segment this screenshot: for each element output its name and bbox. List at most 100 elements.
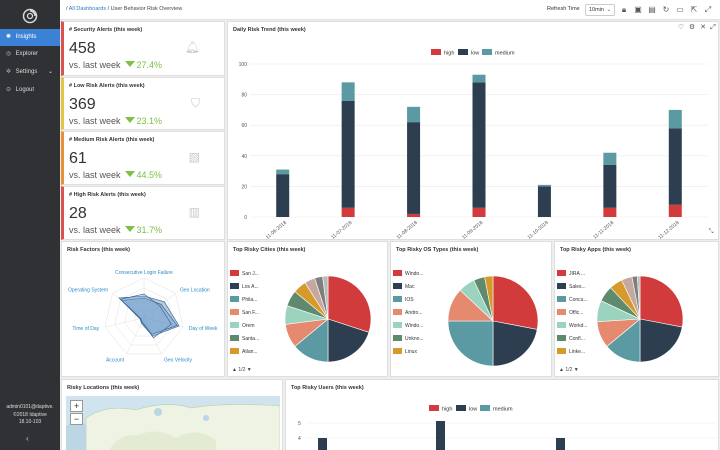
legend-item[interactable]: Linux	[393, 348, 453, 355]
bar-segment-high[interactable]	[668, 204, 682, 217]
legend-swatch-high	[429, 405, 439, 411]
fullscreen-icon[interactable]: ⤢	[704, 5, 712, 14]
bar-segment-high[interactable]	[341, 207, 355, 217]
bar-segment-medium[interactable]	[537, 184, 551, 187]
down-arrow-icon	[124, 171, 135, 177]
legend-item[interactable]: Santa...	[230, 335, 290, 342]
heart-icon[interactable]: ♡	[677, 24, 685, 31]
lock-icon[interactable]: 🔒︎	[621, 5, 627, 14]
bar-segment-low[interactable]	[472, 82, 486, 208]
legend-item[interactable]: Orem	[230, 322, 290, 329]
bar-segment-low[interactable]	[276, 174, 290, 217]
pie-slice[interactable]	[447, 320, 494, 367]
page-down-icon[interactable]: ▼	[246, 367, 252, 373]
legend-label: Phila...	[242, 297, 258, 303]
expand-icon[interactable]: ⤢	[710, 24, 716, 31]
bar-segment-medium[interactable]	[407, 106, 421, 123]
page-up-icon[interactable]: ▲	[559, 367, 564, 373]
legend-item[interactable]: Unkno...	[393, 335, 453, 342]
top-risky-users-chart: high low medium 5 4	[298, 405, 716, 450]
save-icon[interactable]: ▣	[634, 5, 642, 14]
y-tick-label: 0	[244, 215, 247, 221]
bar-segment-low[interactable]	[537, 186, 551, 217]
bar-segment-medium[interactable]	[603, 152, 617, 165]
bar-segment-high[interactable]	[407, 213, 421, 217]
bar-segment-medium[interactable]	[341, 82, 355, 101]
pie-slice[interactable]	[639, 318, 683, 363]
pie-slice[interactable]	[322, 275, 329, 320]
refresh-time-select[interactable]: 10min ⌄	[585, 4, 615, 16]
legend-item[interactable]: San J...	[230, 270, 290, 277]
close-icon[interactable]: ✕	[700, 24, 706, 31]
bar-segment-high[interactable]	[603, 207, 617, 217]
pie-slice[interactable]	[484, 275, 494, 322]
pie-slice[interactable]	[639, 275, 684, 328]
resize-handle-icon[interactable]: ⤡	[708, 229, 714, 235]
legend-item[interactable]: Workd...	[557, 322, 617, 329]
sidebar-item-insights[interactable]: ✺ Insights	[0, 29, 60, 46]
zoom-in-button[interactable]: +	[70, 400, 83, 412]
refresh-icon[interactable]: ↻	[662, 5, 670, 14]
page-down-icon[interactable]: ▼	[573, 367, 579, 373]
y-tick-label: 80	[241, 93, 247, 99]
bar-segment-low[interactable]	[341, 100, 355, 208]
legend-item[interactable]: Los A...	[230, 283, 290, 290]
kpi-vs-label: vs. last week	[69, 170, 121, 180]
legend-item[interactable]: Windo...	[393, 322, 453, 329]
legend-item[interactable]: Confl...	[557, 335, 617, 342]
y-tick-label: 4	[298, 436, 301, 442]
legend-item[interactable]: San F...	[230, 309, 290, 316]
collapse-sidebar-icon[interactable]: ‹	[26, 434, 29, 443]
pie-slice[interactable]	[636, 275, 641, 320]
breadcrumb-all-dashboards-link[interactable]: All Dashboards	[68, 6, 107, 12]
kpi-comparison: vs. last week 23.1%	[69, 116, 162, 126]
shield-icon: ⛉	[190, 96, 200, 110]
radar-axis	[143, 317, 184, 328]
legend-swatch	[230, 296, 239, 302]
pie-slice[interactable]	[327, 275, 372, 333]
legend-item[interactable]: Windo...	[393, 270, 453, 277]
bar-segment-medium[interactable]	[668, 109, 682, 129]
legend-item[interactable]: JIRA ...	[557, 270, 617, 277]
pie-slice[interactable]	[327, 318, 370, 363]
sidebar-item-explorer[interactable]: ◎ Explorer	[0, 46, 60, 63]
bar-segment-medium[interactable]	[472, 74, 486, 83]
legend-item[interactable]: Sales...	[557, 283, 617, 290]
page-up-icon[interactable]: ▲	[232, 367, 237, 373]
x-tick-label: 11-09-2018	[461, 220, 484, 239]
legend-item[interactable]: Andro...	[393, 309, 453, 316]
bar-segment-medium[interactable]	[276, 169, 290, 175]
card-title: Daily Risk Trend (this week)	[233, 27, 306, 33]
bar-segment-high[interactable]	[472, 207, 486, 217]
settings-icon[interactable]: ⚙	[688, 24, 696, 31]
map-view[interactable]: + −	[66, 396, 280, 450]
sidebar-item-logout[interactable]: ⊝ Logout	[0, 82, 60, 99]
zoom-out-button[interactable]: −	[70, 413, 83, 425]
bar-segment-low[interactable]	[668, 128, 682, 205]
legend-label: Offic...	[569, 310, 584, 316]
legend-item[interactable]: Mac	[393, 283, 453, 290]
kpi-high-risk-alerts: # High Risk Alerts (this week) 28 vs. la…	[61, 186, 225, 240]
bar-segment-low[interactable]	[603, 164, 617, 208]
legend-item[interactable]: Atlan...	[230, 348, 290, 355]
legend-item[interactable]: IOS	[393, 296, 453, 303]
pie-slice[interactable]	[492, 275, 539, 330]
pie-slice[interactable]	[492, 320, 538, 367]
card-title: Top Risky Cities (this week)	[233, 247, 306, 253]
x-tick-label: 11-12-2018	[657, 220, 680, 239]
image-icon[interactable]: ▭	[676, 5, 684, 14]
kpi-vs-label: vs. last week	[69, 116, 121, 126]
legend-swatch	[557, 309, 566, 315]
export-icon[interactable]: ⇱	[690, 5, 698, 14]
x-tick-label: 11-11-2018	[592, 220, 615, 239]
legend-item[interactable]: Phila...	[230, 296, 290, 303]
bar-segment-low[interactable]	[407, 122, 421, 214]
document-icon[interactable]: ▤	[648, 5, 656, 14]
legend-item[interactable]: Concu...	[557, 296, 617, 303]
legend-item[interactable]: Offic...	[557, 309, 617, 316]
kpi-value: 369	[69, 96, 96, 113]
sidebar-item-settings[interactable]: ✲ Settings ⌄	[0, 64, 60, 81]
legend-item[interactable]: Linke...	[557, 348, 617, 355]
kpi-medium-risk-alerts: # Medium Risk Alerts (this week) 61 vs. …	[61, 131, 225, 185]
card-title: Risky Locations (this week)	[67, 385, 140, 391]
